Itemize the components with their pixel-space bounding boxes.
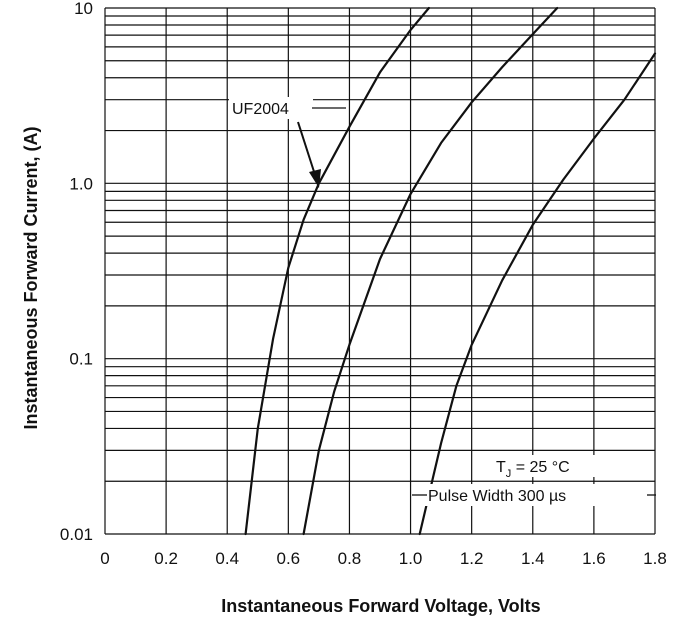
uf2004-annotation: UF2004 <box>229 97 346 188</box>
grid <box>104 7 656 535</box>
x-axis-title: Instantaneous Forward Voltage, Volts <box>221 596 540 616</box>
series-curve-1 <box>244 6 430 536</box>
x-tick-label: 1.0 <box>399 549 423 568</box>
series-curve-3 <box>418 52 657 536</box>
x-tick-label: 0.4 <box>215 549 239 568</box>
series-curve-2 <box>302 6 559 536</box>
y-tick-label: 0.01 <box>60 525 93 544</box>
uf2004-arrow-head <box>309 169 321 188</box>
y-tick-labels: 0.01 0.1 1.0 10 <box>60 0 93 544</box>
y-axis-title: Instantaneous Forward Current, (A) <box>21 126 41 429</box>
uf2004-label: UF2004 <box>232 101 289 118</box>
x-tick-label: 1.8 <box>643 549 667 568</box>
x-tick-label: 0.2 <box>154 549 178 568</box>
x-tick-labels: 0 0.2 0.4 0.6 0.8 1.0 1.2 1.4 1.6 1.8 <box>100 549 667 568</box>
pulse-width-label: Pulse Width 300 µs <box>428 488 566 505</box>
conditions-annotation: TJ = 25 °C Pulse Width 300 µs <box>412 455 656 506</box>
y-tick-label: 0.1 <box>69 350 93 369</box>
x-tick-label: 1.6 <box>582 549 606 568</box>
y-tick-label: 1.0 <box>69 174 93 193</box>
curves <box>244 6 657 536</box>
tj-label: TJ = 25 °C <box>496 459 570 480</box>
x-tick-label: 1.4 <box>521 549 545 568</box>
x-tick-label: 0.8 <box>338 549 362 568</box>
x-tick-label: 0.6 <box>277 549 301 568</box>
x-tick-label: 0 <box>100 549 109 568</box>
y-tick-label: 10 <box>74 0 93 18</box>
x-tick-label: 1.2 <box>460 549 484 568</box>
